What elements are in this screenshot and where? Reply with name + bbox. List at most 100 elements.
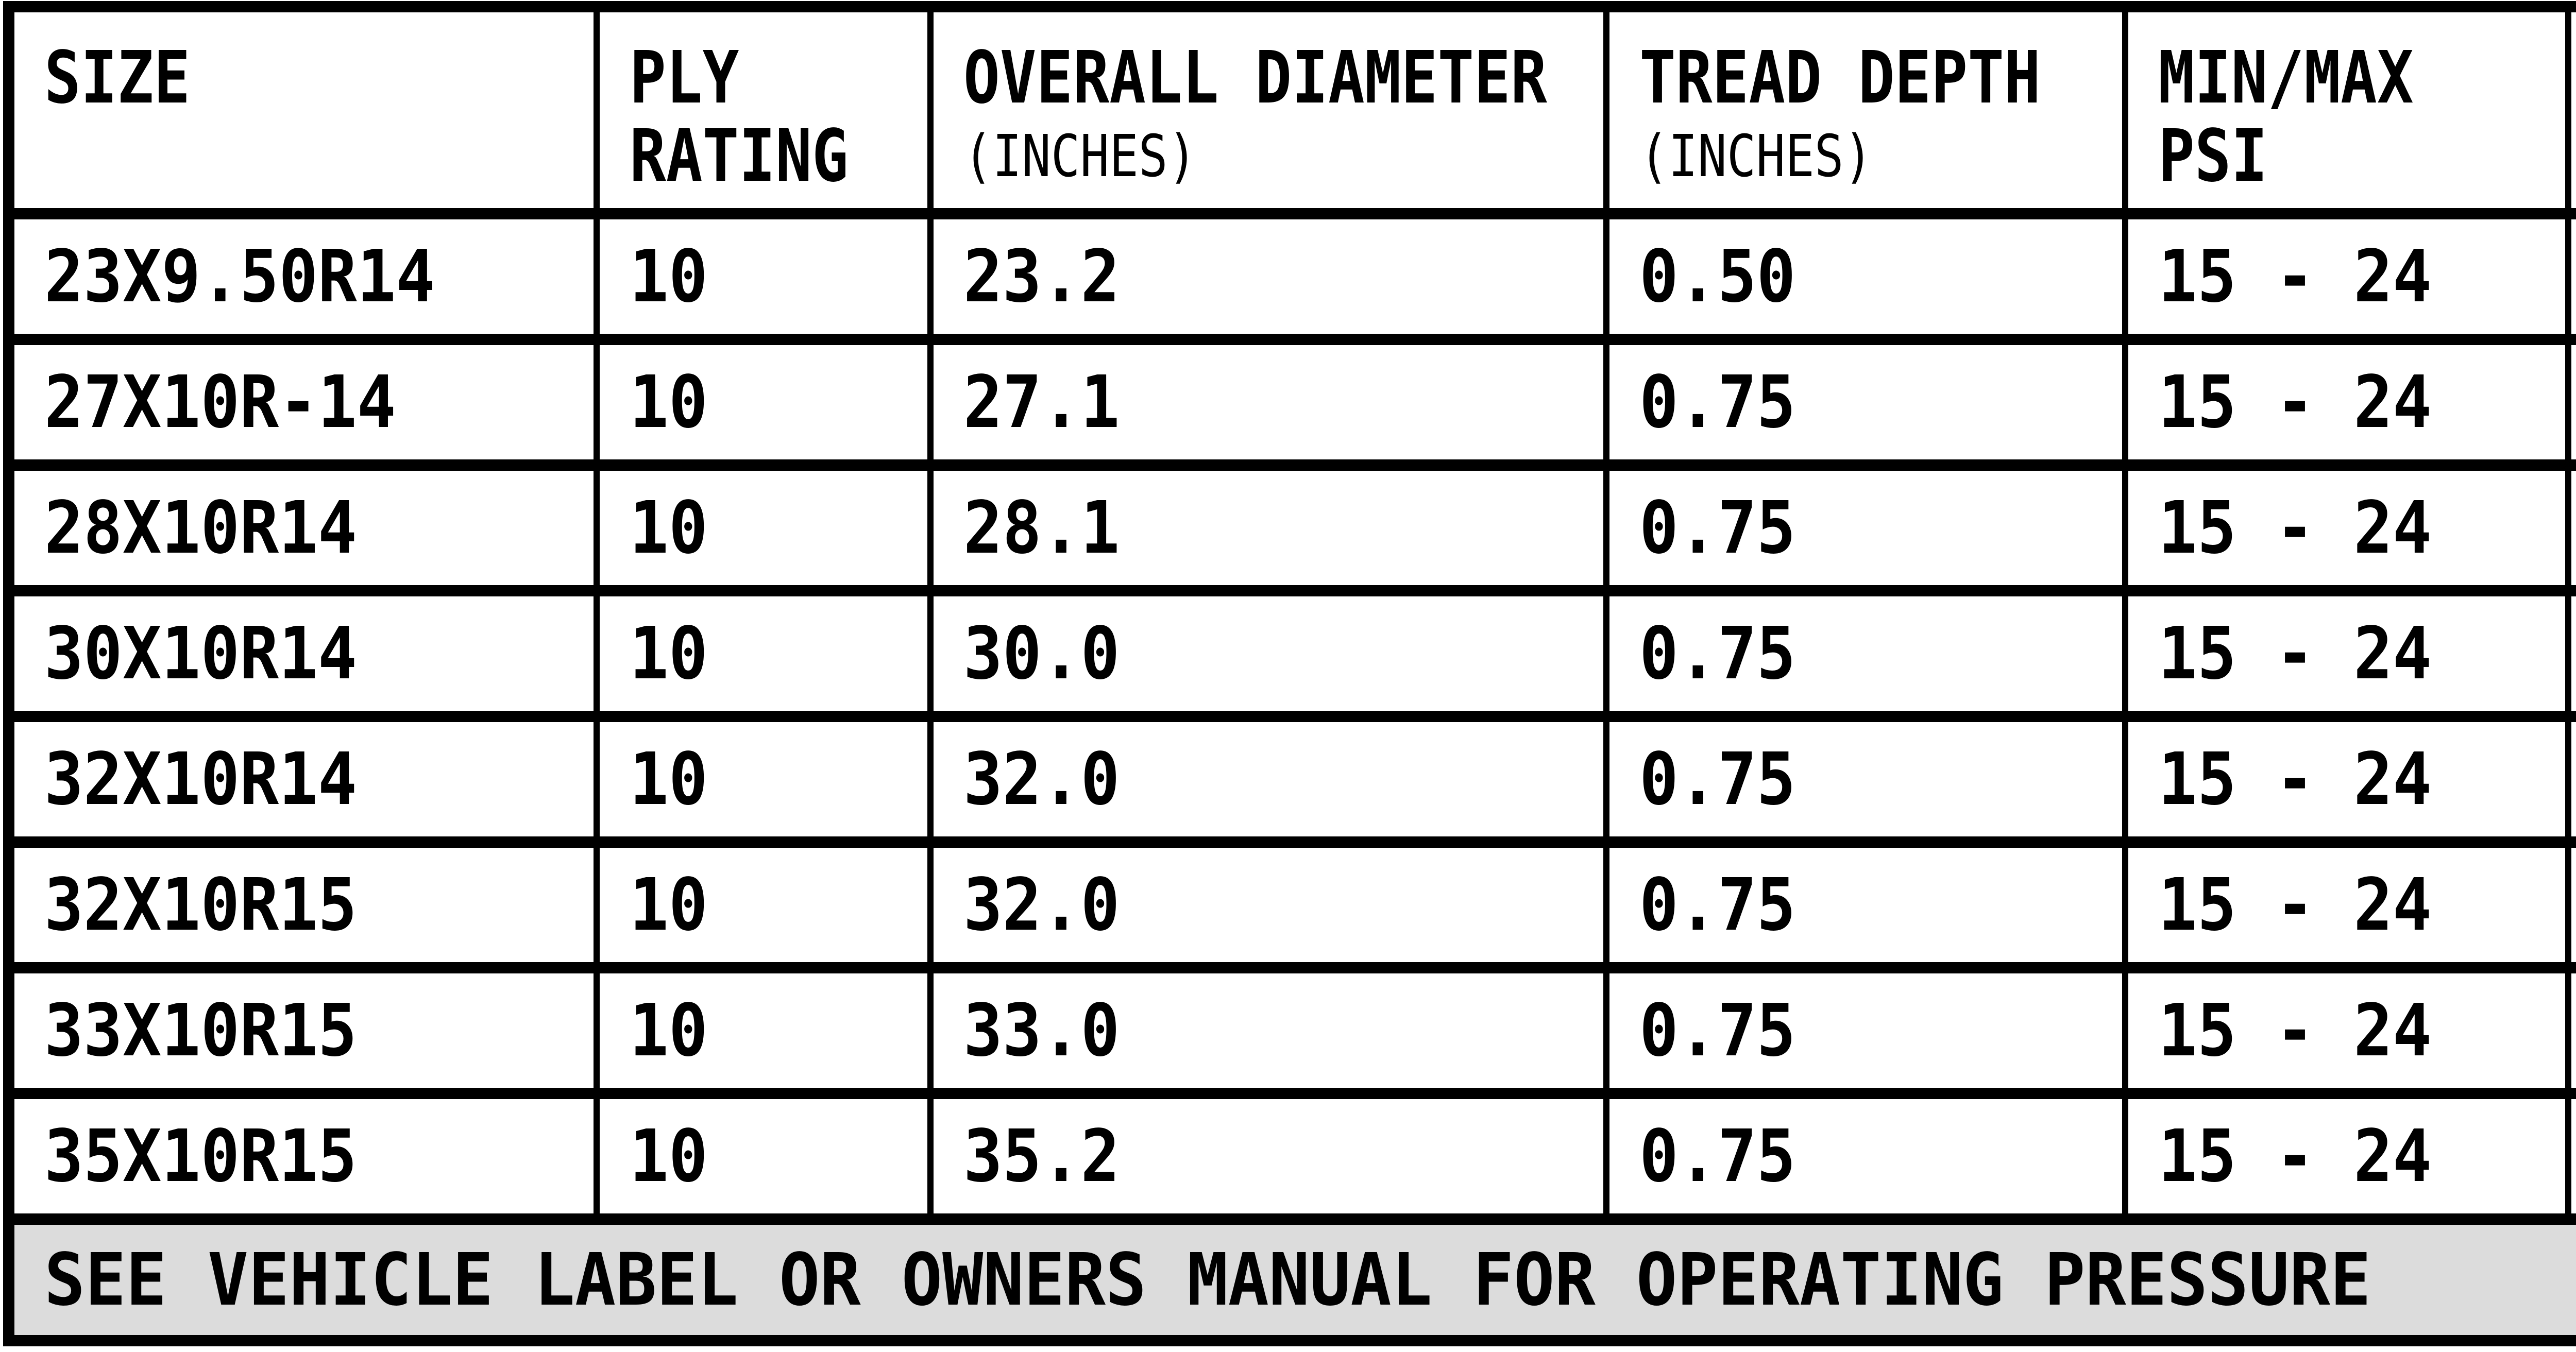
psi-value: 15 - 24 xyxy=(2158,863,2432,947)
cell-tread-depth: 0.75 xyxy=(1609,973,2122,1088)
column-header-ply-line1: PLY xyxy=(630,36,739,120)
tread-value: 0.75 xyxy=(1639,863,1796,947)
psi-value: 15 - 24 xyxy=(2158,988,2432,1073)
cell-size: 23X9.50R14 xyxy=(14,219,594,334)
psi-value: 15 - 24 xyxy=(2158,611,2432,696)
column-header-ply-line2: RATING xyxy=(630,114,849,198)
column-header-overall-diameter: OVERALL DIAMETER (INCHES) xyxy=(934,12,1603,208)
cell-ply-rating: 10 xyxy=(600,345,927,459)
cell-size: 32X10R15 xyxy=(14,848,594,962)
cell-size: 33X10R15 xyxy=(14,973,594,1088)
ply-value: 10 xyxy=(630,360,708,444)
cell-ply-rating: 10 xyxy=(600,219,927,334)
cell-ply-rating: 10 xyxy=(600,596,927,711)
tread-value: 0.75 xyxy=(1639,486,1796,570)
cell-min-max-psi: 15 - 24 xyxy=(2128,345,2565,459)
cell-max-load: 1,341 LBS xyxy=(2571,596,2576,711)
cell-ply-rating: 10 xyxy=(600,471,927,585)
column-header-size-label: SIZE xyxy=(44,36,191,120)
cell-tread-depth: 0.75 xyxy=(1609,471,2122,585)
cell-tread-depth: 0.50 xyxy=(1609,219,2122,334)
cell-max-load: 1,599 LBS xyxy=(2571,973,2576,1088)
psi-value: 15 - 24 xyxy=(2158,737,2432,822)
cell-min-max-psi: 15 - 24 xyxy=(2128,848,2565,962)
ply-value: 10 xyxy=(630,611,708,696)
column-header-diameter-line1: OVERALL DIAMETER xyxy=(963,36,1547,120)
tread-value: 0.75 xyxy=(1639,360,1796,444)
diameter-value: 33.0 xyxy=(963,988,1120,1073)
cell-tread-depth: 0.75 xyxy=(1609,722,2122,836)
column-header-max-load: MAX LOAD CAPACITY @24 PSI xyxy=(2571,12,2576,208)
cell-tread-depth: 0.75 xyxy=(1609,596,2122,711)
diameter-value: 23.2 xyxy=(963,234,1120,319)
cell-size: 30X10R14 xyxy=(14,596,594,711)
column-header-tread-line1: TREAD DEPTH xyxy=(1639,36,2041,120)
cell-tread-depth: 0.75 xyxy=(1609,848,2122,962)
cell-max-load: 1,530 LBS xyxy=(2571,722,2576,836)
tire-spec-table: SIZE PLY RATING OVERALL DIAMETER (INCHES… xyxy=(3,1,2576,1346)
psi-value: 15 - 24 xyxy=(2158,1114,2432,1199)
tread-value: 0.75 xyxy=(1639,988,1796,1073)
ply-value: 10 xyxy=(630,234,708,319)
cell-overall-diameter: 28.1 xyxy=(934,471,1603,585)
tread-value: 0.75 xyxy=(1639,1114,1796,1199)
cell-overall-diameter: 23.2 xyxy=(934,219,1603,334)
size-value: 27X10R-14 xyxy=(44,360,396,444)
cell-min-max-psi: 15 - 24 xyxy=(2128,1099,2565,1213)
cell-size: 32X10R14 xyxy=(14,722,594,836)
size-value: 33X10R15 xyxy=(44,988,357,1073)
tread-value: 0.75 xyxy=(1639,611,1796,696)
operating-pressure-note-text: SEE VEHICLE LABEL OR OWNERS MANUAL FOR O… xyxy=(44,1238,2371,1322)
column-header-tread-units: (INCHES) xyxy=(1639,123,1873,190)
cell-min-max-psi: 15 - 24 xyxy=(2128,219,2565,334)
column-header-psi-line1: MIN/MAX xyxy=(2158,36,2414,120)
cell-ply-rating: 10 xyxy=(600,1099,927,1213)
column-header-size: SIZE xyxy=(14,12,594,208)
column-header-psi-line2: PSI xyxy=(2158,114,2268,198)
cell-size: 27X10R-14 xyxy=(14,345,594,459)
cell-min-max-psi: 15 - 24 xyxy=(2128,722,2565,836)
cell-overall-diameter: 27.1 xyxy=(934,345,1603,459)
column-header-tread-depth: TREAD DEPTH (INCHES) xyxy=(1609,12,2122,208)
cell-size: 28X10R14 xyxy=(14,471,594,585)
diameter-value: 32.0 xyxy=(963,737,1120,822)
diameter-value: 32.0 xyxy=(963,863,1120,947)
psi-value: 15 - 24 xyxy=(2158,360,2432,444)
ply-value: 10 xyxy=(630,1114,708,1199)
size-value: 28X10R14 xyxy=(44,486,357,570)
cell-max-load: 1,491 LBS xyxy=(2571,848,2576,962)
column-header-diameter-units: (INCHES) xyxy=(963,123,1197,190)
cell-min-max-psi: 15 - 24 xyxy=(2128,596,2565,711)
psi-value: 15 - 24 xyxy=(2158,234,2432,319)
ply-value: 10 xyxy=(630,988,708,1073)
column-header-min-max-psi: MIN/MAX PSI xyxy=(2128,12,2565,208)
diameter-value: 30.0 xyxy=(963,611,1120,696)
cell-max-load: 795 LBS xyxy=(2571,219,2576,334)
cell-max-load: 1,185 LBS xyxy=(2571,471,2576,585)
cell-tread-depth: 0.75 xyxy=(1609,1099,2122,1213)
size-value: 32X10R14 xyxy=(44,737,357,822)
size-value: 30X10R14 xyxy=(44,611,357,696)
psi-value: 15 - 24 xyxy=(2158,486,2432,570)
cell-ply-rating: 10 xyxy=(600,973,927,1088)
size-value: 32X10R15 xyxy=(44,863,357,947)
cell-ply-rating: 10 xyxy=(600,722,927,836)
diameter-value: 35.2 xyxy=(963,1114,1120,1199)
cell-tread-depth: 0.75 xyxy=(1609,345,2122,459)
tread-value: 0.75 xyxy=(1639,737,1796,822)
diameter-value: 28.1 xyxy=(963,486,1120,570)
cell-overall-diameter: 32.0 xyxy=(934,848,1603,962)
ply-value: 10 xyxy=(630,737,708,822)
tread-value: 0.50 xyxy=(1639,234,1796,319)
cell-max-load: 1,116 LBS xyxy=(2571,345,2576,459)
cell-overall-diameter: 33.0 xyxy=(934,973,1603,1088)
cell-overall-diameter: 30.0 xyxy=(934,596,1603,711)
cell-max-load: 1,719 LBS xyxy=(2571,1099,2576,1213)
cell-ply-rating: 10 xyxy=(600,848,927,962)
diameter-value: 27.1 xyxy=(963,360,1120,444)
cell-overall-diameter: 35.2 xyxy=(934,1099,1603,1213)
cell-overall-diameter: 32.0 xyxy=(934,722,1603,836)
ply-value: 10 xyxy=(630,863,708,947)
cell-size: 35X10R15 xyxy=(14,1099,594,1213)
column-header-ply-rating: PLY RATING xyxy=(600,12,927,208)
